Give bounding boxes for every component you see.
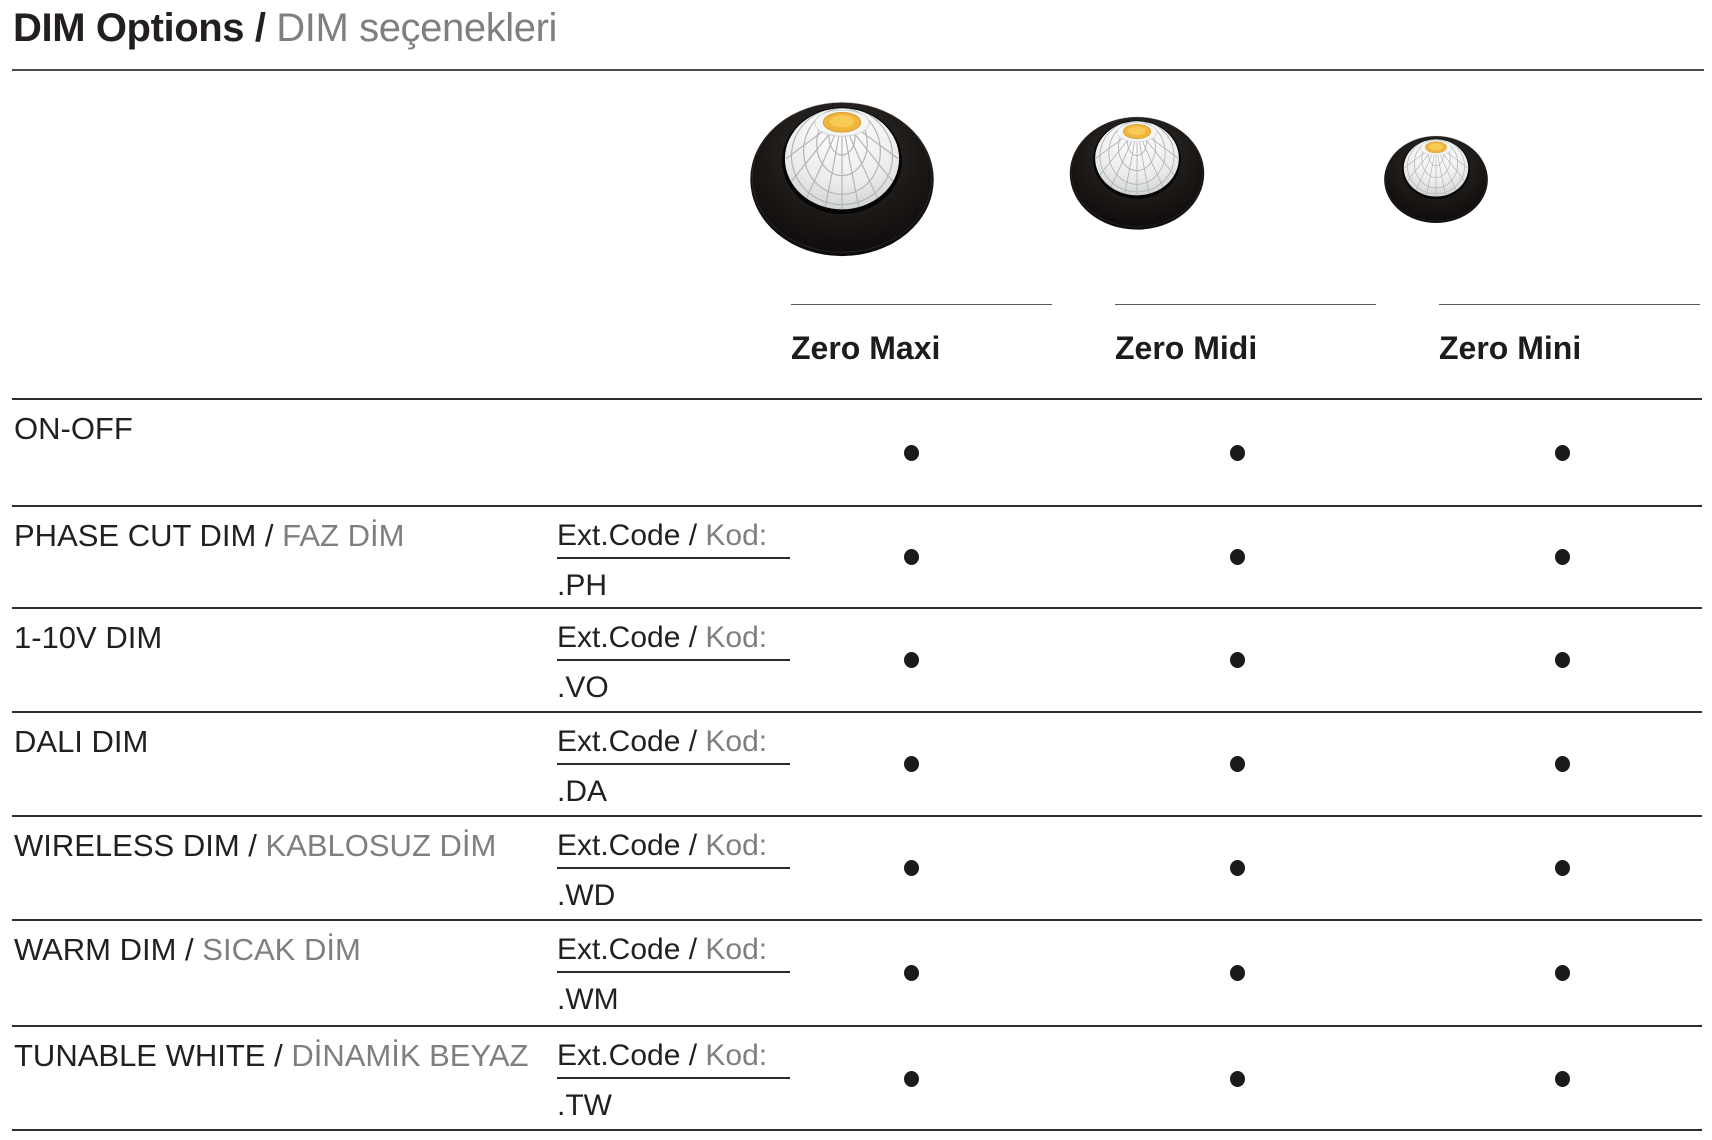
availability-dot (904, 860, 919, 876)
availability-dot (904, 444, 919, 461)
table-row-on-off: ON-OFF (12, 398, 1702, 505)
availability-dot (904, 756, 919, 772)
dim-option-name-en: WIRELESS DIM / (14, 828, 257, 863)
table-row-wireless-dim: WIRELESS DIM / KABLOSUZ DİM Ext.Code / K… (12, 815, 1702, 919)
ext-code-value: .TW (557, 1089, 612, 1122)
dim-option-name: DALI DIM (14, 725, 148, 759)
ext-code-label-tr: Kod: (705, 519, 768, 552)
availability-dot (1555, 1070, 1570, 1087)
dim-option-name: 1-10V DIM (14, 621, 162, 655)
availability-dot (1555, 756, 1570, 772)
availability-dot (1230, 444, 1245, 461)
ext-code-cell: Ext.Code / Kod: .VO (557, 622, 790, 704)
availability-dot (904, 1070, 919, 1087)
ext-code-label: Ext.Code / Kod: (557, 622, 790, 661)
page-title-en: DIM Options / (13, 6, 266, 50)
ext-code-cell: Ext.Code / Kod: .TW (557, 1040, 790, 1122)
availability-dot (1555, 444, 1570, 461)
availability-dot (1230, 860, 1245, 876)
availability-dot (1230, 756, 1245, 772)
table-row-dali-dim: DALI DIM Ext.Code / Kod: .DA (12, 711, 1702, 815)
dim-option-name-en: 1-10V DIM (14, 620, 163, 655)
table-row-phase-cut-dim: PHASE CUT DIM / FAZ DİM Ext.Code / Kod: … (12, 505, 1702, 607)
ext-code-label: Ext.Code / Kod: (557, 520, 790, 559)
availability-dot (1230, 1070, 1245, 1087)
ext-code-cell: Ext.Code / Kod: .DA (557, 726, 790, 808)
dim-option-name: ON-OFF (14, 412, 133, 446)
ext-code-cell: Ext.Code / Kod: .WD (557, 830, 790, 912)
ext-code-label-tr: Kod: (705, 725, 768, 758)
availability-dot (1230, 549, 1245, 565)
ext-code-value: .WD (557, 879, 616, 912)
dim-option-name-en: ON-OFF (14, 411, 133, 446)
ext-code-label-en: Ext.Code / (557, 621, 698, 654)
page-title-tr: DIM seçenekleri (276, 6, 558, 50)
product-photo-zero-maxi (748, 97, 936, 258)
product-column-rule (1115, 304, 1376, 305)
availability-dot (1230, 652, 1245, 668)
ext-code-cell: Ext.Code / Kod: .WM (557, 934, 790, 1016)
table-row-tunable-white: TUNABLE WHITE / DİNAMİK BEYAZ Ext.Code /… (12, 1025, 1702, 1130)
product-name-zero-midi: Zero Midi (1115, 330, 1258, 366)
availability-dot (904, 652, 919, 668)
product-name-zero-maxi: Zero Maxi (791, 330, 941, 366)
dim-option-name-en: TUNABLE WHITE / (14, 1038, 283, 1073)
page-title: DIM Options / DIM seçenekleri (13, 6, 557, 51)
ext-code-label: Ext.Code / Kod: (557, 726, 790, 765)
ext-code-value: .VO (557, 671, 609, 704)
ext-code-value: .PH (557, 569, 608, 602)
ext-code-label-en: Ext.Code / (557, 725, 698, 758)
table-row-1-10v-dim: 1-10V DIM Ext.Code / Kod: .VO (12, 607, 1702, 711)
dim-option-name-en: PHASE CUT DIM / (14, 518, 274, 553)
ext-code-label: Ext.Code / Kod: (557, 830, 790, 869)
ext-code-label: Ext.Code / Kod: (557, 1040, 790, 1079)
ext-code-label-en: Ext.Code / (557, 1039, 698, 1072)
ext-code-label-en: Ext.Code / (557, 829, 698, 862)
table-row-warm-dim: WARM DIM / SICAK DİM Ext.Code / Kod: .WM (12, 919, 1702, 1025)
dim-option-name: WARM DIM / SICAK DİM (14, 933, 361, 967)
product-column-rule (791, 304, 1052, 305)
ext-code-label-tr: Kod: (705, 933, 768, 966)
dim-option-name-tr: DİNAMİK BEYAZ (291, 1038, 529, 1073)
availability-dot (1555, 860, 1570, 876)
availability-dot (1555, 965, 1570, 981)
dim-option-name: WIRELESS DIM / KABLOSUZ DİM (14, 829, 496, 863)
dim-option-name-tr: KABLOSUZ DİM (265, 828, 497, 863)
product-photo-zero-midi (1068, 113, 1206, 231)
title-divider (12, 69, 1704, 71)
product-name-zero-mini: Zero Mini (1439, 330, 1582, 366)
ext-code-label-tr: Kod: (705, 1039, 768, 1072)
dim-option-name-tr: FAZ DİM (282, 518, 405, 553)
dim-option-name-en: DALI DIM (14, 724, 149, 759)
availability-dot (904, 965, 919, 981)
ext-code-value: .WM (557, 983, 619, 1016)
ext-code-cell: Ext.Code / Kod: .PH (557, 520, 790, 602)
table-bottom-rule (12, 1129, 1702, 1131)
ext-code-label: Ext.Code / Kod: (557, 934, 790, 973)
ext-code-label-en: Ext.Code / (557, 933, 698, 966)
product-photo-zero-mini (1383, 133, 1489, 224)
ext-code-label-tr: Kod: (705, 621, 768, 654)
ext-code-value: .DA (557, 775, 608, 808)
dim-option-name-tr: SICAK DİM (202, 932, 361, 967)
availability-dot (1555, 549, 1570, 565)
ext-code-label-en: Ext.Code / (557, 519, 698, 552)
dim-option-name-en: WARM DIM / (14, 932, 194, 967)
ext-code-label-tr: Kod: (705, 829, 768, 862)
availability-dot (1555, 652, 1570, 668)
dim-option-name: PHASE CUT DIM / FAZ DİM (14, 519, 404, 553)
product-column-rule (1439, 304, 1700, 305)
dim-option-name: TUNABLE WHITE / DİNAMİK BEYAZ (14, 1039, 528, 1073)
availability-dot (1230, 965, 1245, 981)
availability-dot (904, 549, 919, 565)
